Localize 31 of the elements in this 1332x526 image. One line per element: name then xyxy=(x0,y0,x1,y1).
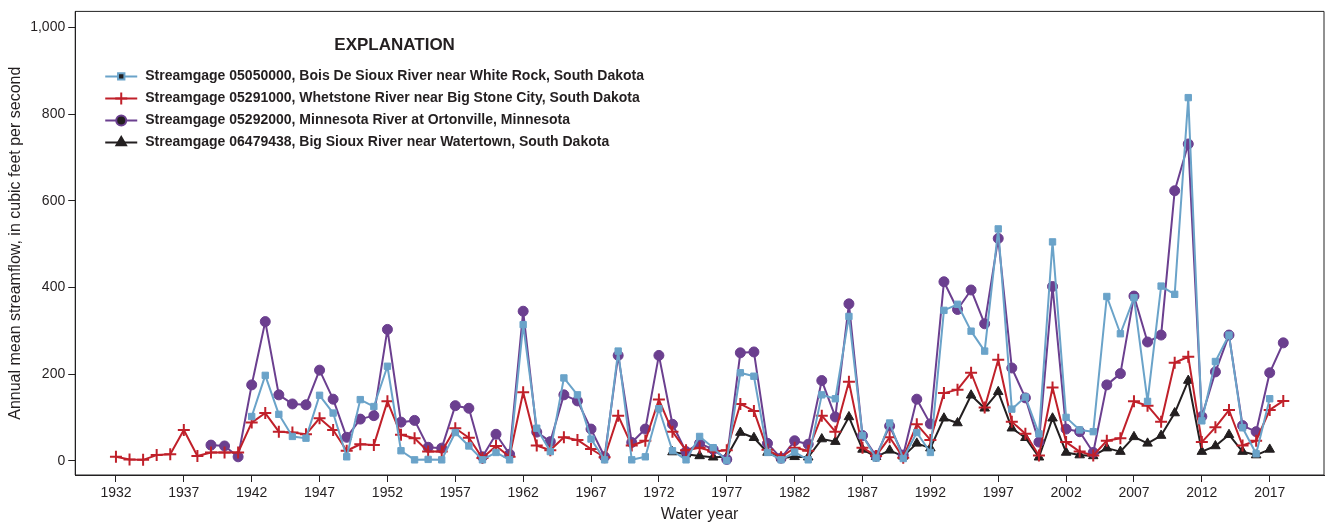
y-axis-title: Annual mean streamflow, in cubic feet per second xyxy=(6,66,24,420)
legend-label: Streamgage 05050000, Bois De Sioux River near White Rock, South Dakota xyxy=(145,67,645,84)
legend-title: EXPLANATION xyxy=(334,35,455,55)
x-tick-label: 2007 xyxy=(1118,484,1150,501)
x-tick-label: 1982 xyxy=(779,484,811,501)
legend-label: Streamgage 05292000, Minnesota River at Ortonville, Minnesota xyxy=(145,111,571,128)
x-tick-label: 1942 xyxy=(236,484,268,501)
x-tick-label: 1957 xyxy=(439,484,472,501)
x-tick-label: 2012 xyxy=(1186,484,1218,501)
x-tick-label: 1992 xyxy=(914,484,947,501)
x-tick-label: 2002 xyxy=(1050,484,1082,501)
x-tick-label: 1952 xyxy=(371,484,404,501)
x-tick-label: 1937 xyxy=(168,484,200,501)
x-tick-label: 1932 xyxy=(100,484,132,501)
legend-label: Streamgage 05291000, Whetstone River near Big Stone City, South Dakota xyxy=(145,89,640,106)
y-tick-label: 0 xyxy=(57,451,66,468)
y-tick-label: 600 xyxy=(41,191,66,208)
x-tick-label: 1987 xyxy=(846,484,879,501)
x-tick-label: 1997 xyxy=(982,484,1015,501)
legend-label: Streamgage 06479438, Big Sioux River near Watertown, South Dakota xyxy=(145,133,610,150)
x-tick-label: 1977 xyxy=(711,484,743,501)
x-tick-label: 2017 xyxy=(1254,484,1286,501)
y-tick-label: 1,000 xyxy=(30,18,66,35)
x-axis-title: Water year xyxy=(660,504,740,522)
y-tick-label: 800 xyxy=(41,104,66,121)
y-tick-label: 200 xyxy=(41,364,66,381)
y-tick-label: 400 xyxy=(41,278,66,295)
x-tick-label: 1947 xyxy=(303,484,336,501)
x-tick-label: 1967 xyxy=(575,484,607,501)
x-tick-label: 1972 xyxy=(643,484,675,501)
x-tick-label: 1962 xyxy=(507,484,539,501)
